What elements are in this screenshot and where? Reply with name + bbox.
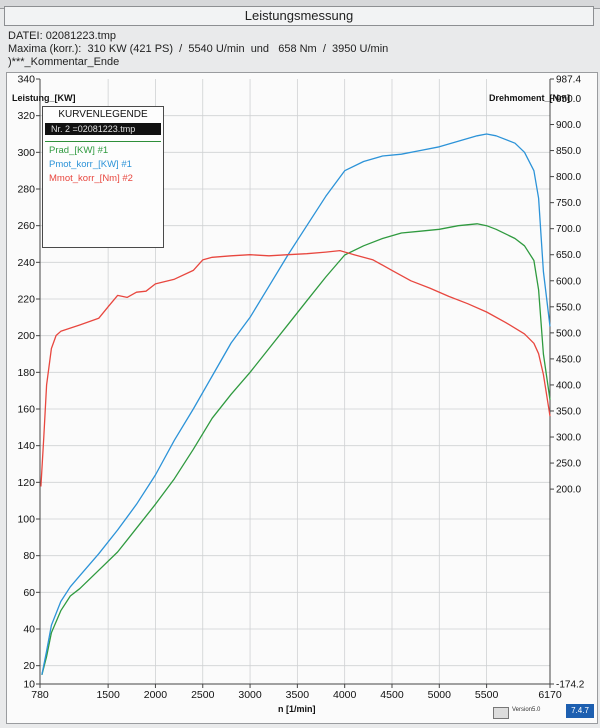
- y-left-tick-label: 140: [17, 440, 35, 452]
- y-left-tick-label: 80: [23, 550, 35, 562]
- y-right-tick-label: 750.0: [556, 198, 581, 209]
- curve-legend: KURVENLEGENDE Nr. 2 =02081223.tmp Prad_[…: [42, 106, 164, 248]
- x-tick-label: 4500: [380, 689, 404, 701]
- y-left-tick-label: 180: [17, 367, 35, 379]
- y-left-tick-label: 200: [17, 330, 35, 342]
- y-left-tick-label: 340: [17, 74, 35, 86]
- x-tick-label: 4000: [333, 689, 357, 701]
- y-right-tick-label: 450.0: [556, 354, 581, 365]
- y-left-tick-label: 320: [17, 110, 35, 122]
- y-left-tick-label: 300: [17, 147, 35, 159]
- y-right-tick-label: 500.0: [556, 328, 581, 339]
- legend-item-pmot[interactable]: Pmot_korr_[KW] #1: [49, 159, 132, 170]
- cursor-button[interactable]: [493, 707, 509, 719]
- y-right-tick-label: 400.0: [556, 380, 581, 391]
- y-right-tick-label: 900.0: [556, 120, 581, 131]
- series-line-1: [41, 223, 551, 675]
- y-left-tick-label: 100: [17, 514, 35, 526]
- file-line: DATEI: 02081223.tmp: [8, 30, 117, 42]
- y-left-tick-label: 60: [23, 587, 35, 599]
- legend-divider: [45, 141, 161, 142]
- y-right-tick-label: -174.2: [556, 680, 585, 691]
- x-tick-label: 780: [31, 689, 49, 701]
- y-right-tick-label: 200.0: [556, 485, 581, 496]
- y-axis-label-left: Leistung_[KW]: [12, 93, 76, 103]
- version-label: Version5.0: [512, 707, 541, 713]
- y-left-tick-label: 260: [17, 220, 35, 232]
- x-tick-label: 5500: [475, 689, 499, 701]
- x-tick-label: 2500: [191, 689, 215, 701]
- chart-ticks: 780 1500 2000 2500 3000 3500 4000 4500 5000 5500 6…: [17, 74, 584, 702]
- y-right-tick-label: 650.0: [556, 250, 581, 261]
- version-badge: 7.4.7: [566, 704, 594, 718]
- y-left-tick-label: 20: [23, 660, 35, 672]
- y-left-tick-label: 40: [23, 624, 35, 636]
- x-tick-label: 5000: [428, 689, 452, 701]
- comment-line: )***_Kommentar_Ende: [8, 56, 120, 68]
- y-right-tick-label: 350.0: [556, 406, 581, 417]
- legend-selected-file[interactable]: Nr. 2 =02081223.tmp: [45, 123, 161, 135]
- y-left-tick-label: 10: [23, 679, 35, 691]
- y-left-tick-label: 120: [17, 477, 35, 489]
- y-right-tick-label: 800.0: [556, 172, 581, 183]
- y-right-tick-label: 700.0: [556, 224, 581, 235]
- y-right-tick-label: 600.0: [556, 276, 581, 287]
- y-left-tick-label: 160: [17, 404, 35, 416]
- y-right-tick-label: 550.0: [556, 302, 581, 313]
- window-title: Leistungsmessung: [4, 6, 594, 26]
- y-right-tick-label: 987.4: [556, 75, 581, 86]
- legend-title: KURVENLEGENDE: [58, 109, 148, 120]
- y-right-tick-label: 250.0: [556, 459, 581, 470]
- series-line-2: [41, 133, 551, 675]
- y-right-tick-label: 850.0: [556, 146, 581, 157]
- maxima-line: Maxima (korr.): 310 KW (421 PS) / 5540 U…: [8, 43, 389, 55]
- y-left-tick-label: 240: [17, 257, 35, 269]
- y-left-tick-label: 280: [17, 184, 35, 196]
- legend-item-prad[interactable]: Prad_[KW] #1: [49, 145, 109, 156]
- series-line-3: [40, 249, 551, 487]
- y-left-tick-label: 220: [17, 294, 35, 306]
- x-tick-label: 3000: [238, 689, 262, 701]
- x-tick-label: 1500: [96, 689, 120, 701]
- y-right-tick-label: 300.0: [556, 433, 581, 444]
- y-right-tick-label: 950.0: [556, 94, 581, 105]
- x-axis-label: n [1/min]: [278, 704, 316, 714]
- legend-item-mmot[interactable]: Mmot_korr_[Nm] #2: [49, 173, 133, 184]
- chart-series-lines: [40, 133, 551, 675]
- x-tick-label: 6170: [538, 689, 562, 701]
- x-tick-label: 2000: [144, 689, 168, 701]
- x-tick-label: 3500: [286, 689, 310, 701]
- y-axis-label-right: Drehmoment_[Nm]: [489, 93, 570, 103]
- chart-axes: [39, 79, 551, 685]
